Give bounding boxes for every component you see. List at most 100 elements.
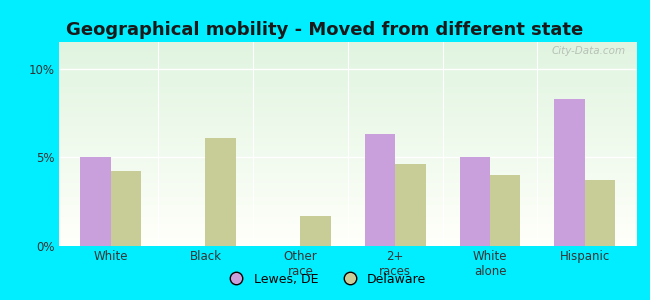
Bar bbox=[58, 144, 637, 146]
Bar bbox=[205, 138, 236, 246]
Bar bbox=[58, 87, 637, 89]
Bar bbox=[58, 122, 637, 124]
Bar bbox=[58, 70, 637, 73]
Bar bbox=[58, 134, 637, 136]
Bar bbox=[58, 150, 637, 152]
Bar bbox=[58, 162, 637, 164]
Bar bbox=[58, 62, 637, 64]
Bar bbox=[58, 158, 637, 160]
Bar bbox=[58, 56, 637, 58]
Bar bbox=[58, 85, 637, 87]
Bar bbox=[58, 148, 637, 150]
Bar bbox=[58, 79, 637, 81]
Bar bbox=[58, 103, 637, 105]
Bar bbox=[58, 81, 637, 83]
Bar bbox=[58, 211, 637, 213]
Bar bbox=[58, 113, 637, 116]
Bar bbox=[58, 230, 637, 232]
Bar bbox=[58, 140, 637, 142]
Bar bbox=[58, 52, 637, 54]
Bar bbox=[58, 99, 637, 101]
Bar bbox=[58, 146, 637, 148]
Bar bbox=[58, 181, 637, 183]
Bar bbox=[58, 175, 637, 177]
Bar bbox=[58, 64, 637, 67]
Bar bbox=[58, 132, 637, 134]
Bar bbox=[58, 240, 637, 242]
Bar bbox=[58, 118, 637, 119]
Bar bbox=[58, 164, 637, 166]
Bar bbox=[58, 203, 637, 205]
Bar bbox=[58, 228, 637, 230]
Legend: Lewes, DE, Delaware: Lewes, DE, Delaware bbox=[219, 268, 431, 291]
Bar bbox=[58, 130, 637, 132]
Bar bbox=[58, 215, 637, 217]
Bar bbox=[58, 236, 637, 238]
Bar bbox=[58, 60, 637, 62]
Bar bbox=[58, 160, 637, 162]
Bar bbox=[58, 44, 637, 46]
Bar bbox=[58, 77, 637, 79]
Bar bbox=[58, 195, 637, 197]
Bar bbox=[365, 134, 395, 246]
Bar bbox=[58, 205, 637, 207]
Bar bbox=[58, 213, 637, 215]
Bar bbox=[58, 169, 637, 170]
Bar bbox=[58, 221, 637, 224]
Bar bbox=[58, 119, 637, 122]
Bar bbox=[490, 175, 521, 246]
Text: Geographical mobility - Moved from different state: Geographical mobility - Moved from diffe… bbox=[66, 21, 584, 39]
Bar bbox=[395, 164, 426, 246]
Bar bbox=[58, 97, 637, 99]
Bar bbox=[58, 54, 637, 56]
Bar bbox=[81, 157, 110, 246]
Bar bbox=[58, 187, 637, 189]
Bar bbox=[585, 180, 615, 246]
Bar bbox=[58, 67, 637, 68]
Bar bbox=[58, 101, 637, 103]
Bar bbox=[58, 109, 637, 111]
Bar bbox=[58, 242, 637, 244]
Bar bbox=[554, 99, 585, 246]
Bar bbox=[58, 142, 637, 144]
Bar bbox=[58, 244, 637, 246]
Bar bbox=[58, 170, 637, 172]
Bar bbox=[58, 126, 637, 128]
Bar bbox=[58, 179, 637, 181]
Bar bbox=[58, 189, 637, 191]
Bar bbox=[58, 124, 637, 126]
Bar bbox=[58, 232, 637, 234]
Bar bbox=[58, 226, 637, 228]
Bar bbox=[58, 105, 637, 107]
Bar bbox=[58, 177, 637, 179]
Bar bbox=[58, 220, 637, 221]
Bar bbox=[58, 238, 637, 240]
Bar bbox=[58, 73, 637, 75]
Bar bbox=[58, 156, 637, 158]
Bar bbox=[58, 83, 637, 85]
Bar bbox=[58, 234, 637, 236]
Bar bbox=[58, 138, 637, 140]
Bar bbox=[58, 201, 637, 203]
Bar bbox=[58, 183, 637, 185]
Text: City-Data.com: City-Data.com bbox=[551, 46, 625, 56]
Bar bbox=[58, 46, 637, 48]
Bar bbox=[58, 185, 637, 187]
Bar bbox=[58, 172, 637, 175]
Bar bbox=[58, 167, 637, 169]
Bar bbox=[58, 68, 637, 70]
Bar bbox=[58, 154, 637, 156]
Bar bbox=[58, 58, 637, 60]
Bar bbox=[300, 216, 331, 246]
Bar bbox=[58, 128, 637, 130]
Bar bbox=[58, 89, 637, 91]
Bar bbox=[58, 191, 637, 193]
Bar bbox=[58, 218, 637, 220]
Bar bbox=[58, 107, 637, 109]
Bar bbox=[58, 75, 637, 77]
Bar bbox=[58, 224, 637, 226]
Bar bbox=[58, 136, 637, 138]
Bar bbox=[58, 42, 637, 44]
Bar bbox=[58, 93, 637, 95]
Bar bbox=[58, 152, 637, 154]
